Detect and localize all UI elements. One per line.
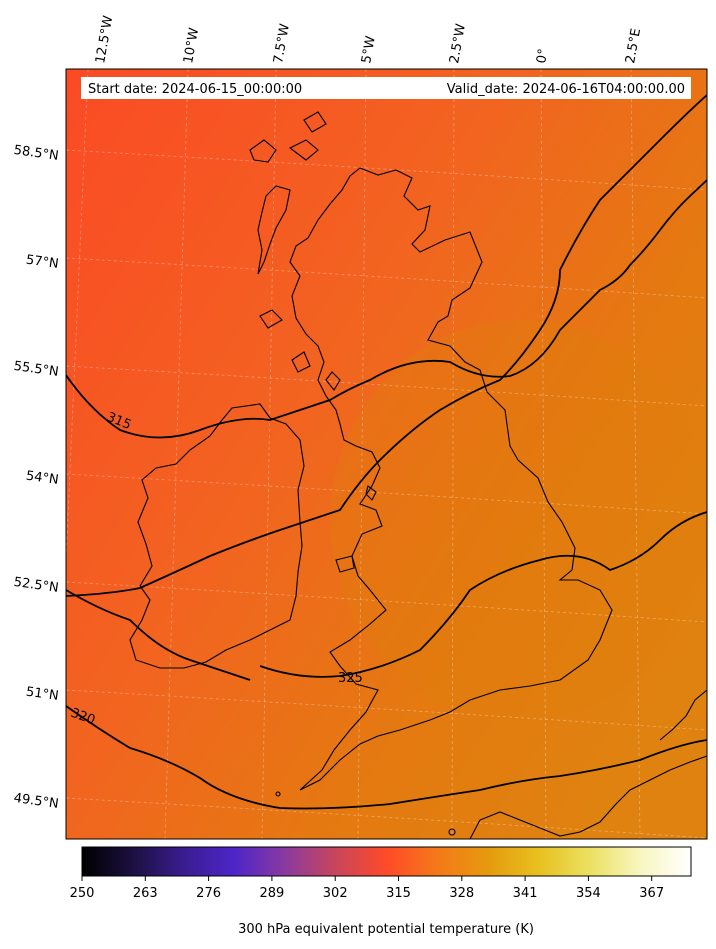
lat-tick-55.5n: 55.5°N	[13, 359, 60, 380]
lon-tick-10w: 10°W	[181, 27, 202, 65]
coastline-ireland	[129, 403, 305, 669]
lat-tick-51n: 51°N	[25, 685, 60, 704]
lon-tick-7.5w: 7.5°W	[271, 23, 293, 65]
lon-tick-2.5e: 2.5°E	[623, 27, 644, 64]
colorbar-tick-label: 315	[386, 886, 411, 901]
contour-label-325: 325	[338, 671, 363, 686]
contours	[66, 94, 707, 810]
colorbar-tick-label: 276	[196, 886, 221, 901]
lon-tick-5w: 5°W	[359, 35, 379, 65]
lon-tick-0: 0°	[534, 48, 551, 65]
start-date-label: Start date: 2024-06-15_00:00:00	[88, 82, 302, 97]
lat-tick-54n: 54°N	[25, 469, 60, 488]
coastline-france	[469, 755, 707, 839]
colorbar-tick-label: 263	[133, 886, 158, 901]
colorbar-tick-label: 341	[513, 886, 538, 901]
header-box: Start date: 2024-06-15_00:00:00 Valid_da…	[81, 77, 691, 99]
coastlines	[129, 111, 707, 839]
contour-325	[259, 511, 707, 678]
gridlines	[66, 69, 707, 839]
valid-date-label: Valid_date: 2024-06-16T04:00:00.00	[447, 82, 685, 97]
contour-inner	[66, 589, 251, 681]
coastline-great-britain	[289, 167, 613, 791]
longitude-ticks: 12.5°W 10°W 7.5°W 5°W 2.5°W 0° 2.5°E	[93, 14, 644, 64]
map-border	[65, 68, 708, 840]
lat-tick-52.5n: 52.5°N	[13, 575, 60, 596]
colorbar-tick-label: 302	[323, 886, 348, 901]
lon-tick-2.5w: 2.5°W	[447, 23, 469, 65]
latitude-ticks: 58.5°N 57°N 55.5°N 54°N 52.5°N 51°N 49.5…	[13, 143, 60, 812]
colorbar-tick-label: 328	[449, 886, 474, 901]
lat-tick-58.5n: 58.5°N	[13, 143, 60, 164]
colorbar-tick-label: 367	[639, 886, 664, 901]
coastline-hebrides	[257, 185, 291, 275]
lat-tick-57n: 57°N	[25, 253, 60, 272]
colorbar-tick-label: 250	[70, 886, 95, 901]
lat-tick-49.5n: 49.5°N	[13, 791, 60, 812]
coastline-isle-of-man	[365, 485, 377, 501]
contour-315	[66, 179, 707, 439]
colorbar-tick-label: 354	[576, 886, 601, 901]
warm-core	[330, 320, 707, 720]
colorbar-tick-label: 289	[259, 886, 284, 901]
lon-tick-12.5w: 12.5°W	[93, 14, 116, 64]
contour-320	[66, 94, 707, 597]
coastline-orkney	[249, 139, 277, 163]
map-panel: 315 320 325	[65, 68, 708, 840]
contour-320b	[66, 705, 707, 810]
colorbar: 250 263 276 289 302 315 328 341 354 367 300 hPa e…	[70, 846, 692, 937]
colorbar-title: 300 hPa equivalent potential temperature…	[238, 922, 534, 937]
colorbar-ticks: 250 263 276 289 302 315 328 341 354 367	[70, 876, 664, 901]
colorbar-bar	[81, 846, 692, 877]
